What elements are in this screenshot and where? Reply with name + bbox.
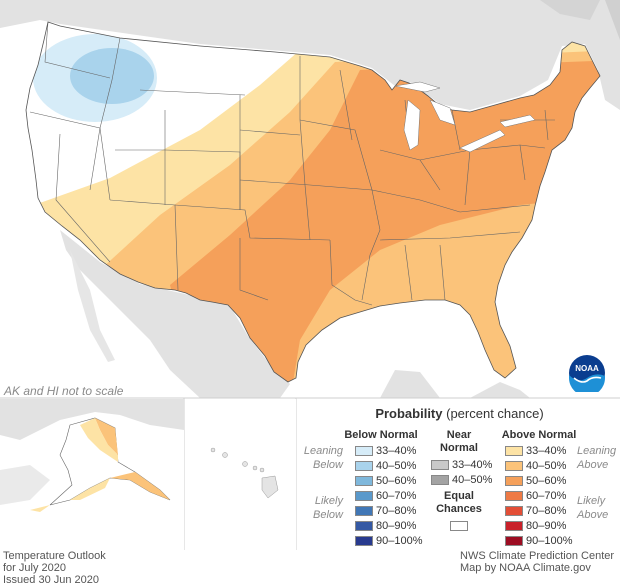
below-normal-swatch [355, 445, 373, 456]
map-credit: Map by NOAA Climate.gov [460, 562, 591, 574]
above-normal-swatch [505, 475, 523, 486]
above-normal-swatch [505, 445, 523, 456]
equal-chances-swatch [450, 521, 468, 531]
below-normal-label: 40–50% [376, 459, 417, 472]
below-normal-swatch [355, 460, 373, 471]
below-normal-swatch [355, 475, 373, 486]
above-normal-row: 90–100% [505, 534, 573, 547]
above-normal-label: 70–80% [526, 504, 567, 517]
below-normal-label: 60–70% [376, 489, 417, 502]
below-normal-row: 80–90% [355, 519, 416, 532]
above-normal-swatch [505, 460, 523, 471]
above-normal-label: 50–60% [526, 474, 567, 487]
above-normal-label: 33–40% [526, 444, 567, 457]
near-normal-row: 40–50% [431, 473, 492, 486]
legend-title: Probability (percent chance) [375, 406, 544, 421]
alaska-inset [30, 417, 171, 512]
issue-date: Issued 30 Jun 2020 [3, 574, 100, 586]
below-normal-label: 70–80% [376, 504, 417, 517]
near-normal-label: 40–50% [452, 473, 493, 486]
leaning-above-label: Leaning Above [577, 445, 617, 471]
below-normal-swatch [355, 505, 373, 516]
hawaii-inset [210, 447, 279, 499]
below-normal-swatch [355, 490, 373, 501]
above-normal-swatch [505, 520, 523, 531]
above-normal-row: 70–80% [505, 504, 566, 517]
above-normal-swatch [505, 490, 523, 501]
below-normal-label: 33–40% [376, 444, 417, 457]
above-normal-label: 90–100% [526, 534, 573, 547]
below-normal-swatch [355, 520, 373, 531]
above-normal-label: 60–70% [526, 489, 567, 502]
below-normal-label: 80–90% [376, 519, 417, 532]
below-normal-row: 40–50% [355, 459, 416, 472]
above-normal-row: 50–60% [505, 474, 566, 487]
noaa-logo-text: NOAA [575, 364, 599, 373]
below-normal-heading: Below Normal [344, 429, 418, 441]
above-normal-row: 60–70% [505, 489, 566, 502]
near-normal-swatch [431, 459, 449, 470]
likely-below-label: Likely Below [313, 495, 343, 521]
below-normal-row: 60–70% [355, 489, 416, 502]
likely-above-label: Likely Above [577, 495, 609, 521]
source-credit: NWS Climate Prediction Center [460, 550, 615, 562]
below-normal-label: 50–60% [376, 474, 417, 487]
above-normal-label: 80–90% [526, 519, 567, 532]
above-normal-row: 40–50% [505, 459, 566, 472]
below-normal-row: 70–80% [355, 504, 416, 517]
below-normal-row: 90–100% [355, 534, 423, 547]
near-normal-swatch [431, 474, 449, 485]
outlook-period: for July 2020 [3, 562, 66, 574]
above-normal-row: 33–40% [505, 444, 566, 457]
below-normal-row: 33–40% [355, 444, 416, 457]
above-normal-heading: Above Normal [501, 429, 577, 441]
below-normal-row: 50–60% [355, 474, 416, 487]
above-normal-label: 40–50% [526, 459, 567, 472]
near-normal-heading: Near Normal [440, 429, 478, 454]
legend: Probability (percent chance) Below Norma… [299, 400, 620, 550]
above-normal-swatch [505, 535, 523, 546]
leaning-below-label: Leaning Below [303, 445, 343, 471]
below-normal-label: 90–100% [376, 534, 423, 547]
scale-note: AK and HI not to scale [4, 384, 124, 398]
above-normal-swatch [505, 505, 523, 516]
above-normal-row: 80–90% [505, 519, 566, 532]
near-normal-row: 33–40% [431, 458, 492, 471]
outlook-title: Temperature Outlook [3, 550, 106, 562]
equal-chances-label: Equal Chances [436, 490, 482, 515]
footer-right: NWS Climate Prediction Center Map by NOA… [460, 550, 614, 574]
near-normal-label: 33–40% [452, 458, 493, 471]
noaa-logo: NOAA [569, 355, 605, 392]
below-normal-swatch [355, 535, 373, 546]
footer-left: Temperature Outlook for July 2020 Issued… [3, 550, 106, 586]
